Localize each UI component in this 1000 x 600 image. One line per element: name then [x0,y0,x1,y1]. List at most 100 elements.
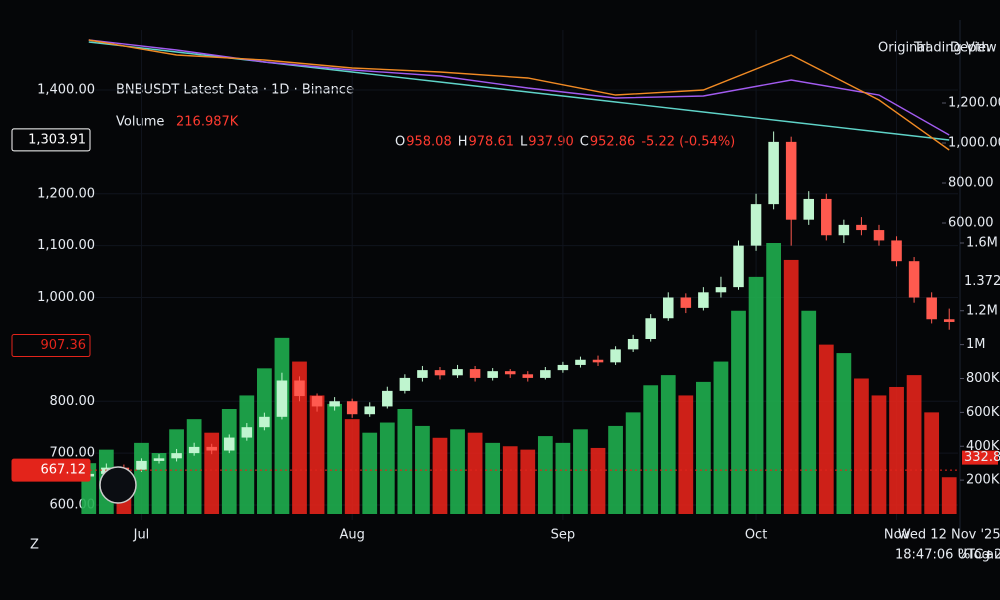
volume-bar [643,385,659,514]
volume-tick-label: 400K [966,439,1000,454]
volume-bar [134,442,149,514]
readout-value: 958.08 [406,135,452,150]
candle-body [311,396,323,407]
candle-body [223,437,235,451]
indicator-tick-label: 1,200.00 [948,96,1000,111]
volume-bar [450,429,465,514]
volume-bar [573,429,588,514]
candle-body [856,224,867,231]
candle-body [557,364,569,371]
volume-bar [783,259,799,514]
candle-body [908,261,920,298]
candle-body [750,204,762,246]
zoom-label[interactable]: Z [30,538,39,553]
candle-body [487,371,498,378]
x-tick-label: Aug [339,528,364,543]
candle-body [645,318,656,339]
log-toggle[interactable]: log [970,548,990,563]
volume-marker-box [962,274,998,289]
volume-bar [221,408,237,514]
candle-body [803,198,815,220]
volume-bar [748,276,764,514]
volume-bar [362,432,378,514]
volume-bar [379,422,395,514]
volume-bar [520,449,536,514]
candle-body [592,359,604,363]
candle-body [188,446,200,454]
price-marker-label: 907.36 [41,338,87,353]
price-marker-label: 1,303.91 [28,132,86,147]
x-tick-label: Jul [133,528,150,543]
readout-value: 978.61 [469,135,515,150]
volume-bar [169,429,184,514]
candle-body [259,416,270,428]
x-tick-label: Sep [551,528,576,543]
percent-toggle[interactable]: % [958,548,970,563]
candle-body [417,370,428,378]
volume-bar [696,381,711,514]
volume-bar [906,375,922,514]
volume-bar [766,243,781,514]
candle-body [891,240,902,262]
candle-body [610,349,621,363]
volume-bar [660,375,676,514]
y-tick-label: 1,100.00 [37,238,95,253]
candle-body [926,297,937,320]
candle-body [873,230,885,241]
candle-body [241,427,253,438]
candle-body [522,374,534,378]
candle-body [540,370,551,378]
toolbar-item[interactable]: Original [878,41,929,56]
readout-key: H [458,135,468,150]
candle-body [627,339,639,350]
volume-tick-label: 1M [966,337,986,352]
candle-body [943,319,955,322]
volume-marker-label: 1.372M [964,274,1000,289]
indicator-tick-label: 1,000.00 [948,136,1000,151]
x-tick-label: Nov [884,528,910,543]
volume-bar [924,412,940,514]
volume-bar [713,361,729,514]
y-tick-label: 800.00 [50,394,96,409]
readout-key: C [580,135,589,150]
price-marker-label: 667.12 [41,463,87,478]
volume-bar [467,432,483,514]
volume-bar [327,403,342,514]
toolbar-item[interactable]: Depth [950,41,990,56]
indicator-line [88,39,950,151]
volume-bar [590,447,606,514]
volume-tick-label: 600K [966,405,1000,420]
candle-body [715,287,727,293]
volume-tick-label: 800K [966,371,1000,386]
candle-body [329,401,340,407]
volume-bar [309,395,325,514]
price-marker-box [11,128,91,152]
volume-bar [889,386,904,514]
volume-bar [941,477,957,514]
toolbar-item[interactable]: Trading View [913,41,997,56]
volume-bar [801,310,817,514]
candle-body [294,380,305,397]
volume-bar [239,395,255,514]
volume-tick-label: 200K [966,473,1000,488]
candle-body [733,245,744,288]
candle-body [382,390,393,407]
y-tick-label: 700.00 [50,446,96,461]
volume-bar [836,353,852,514]
x-tick-label: Oct [745,528,767,543]
indicator-tick-label: 800.00 [948,176,994,191]
readout-change: -5.22 (-0.54%) [641,135,735,150]
readout-key: O [395,135,405,150]
volume-bar [274,337,290,514]
volume-bar [397,408,413,514]
volume-bar [854,378,869,514]
volume-name: Volume [116,115,164,130]
volume-bar [204,432,220,514]
readout-value: 937.90 [528,135,574,150]
volume-bar [537,436,553,514]
volume-bar [415,425,430,514]
volume-bar [292,361,307,514]
volume-bar [344,419,360,514]
auto-toggle[interactable]: auto [986,548,1000,563]
